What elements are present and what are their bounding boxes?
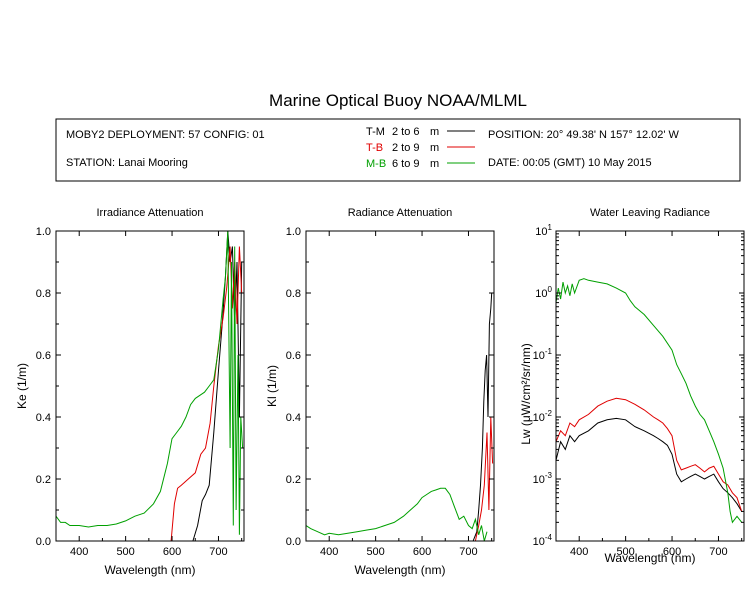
y-axis-label: Ke (1/m) [15, 363, 29, 409]
y-tick-label: 10-4 [533, 533, 553, 548]
y-tick-label: 0.8 [286, 288, 301, 300]
plot-frame [305, 230, 495, 542]
x-tick-label: 600 [163, 546, 181, 558]
y-tick-base: 10 [533, 350, 545, 362]
series-line-m-b [56, 231, 244, 535]
chart-panel: Radiance Attenuation 400 500 600 700 0.0 0.2 0.… [265, 207, 495, 577]
plot-frame [55, 230, 245, 542]
plot-frame [555, 230, 745, 542]
legend-unit: m [430, 158, 439, 170]
figure-title: Marine Optical Buoy NOAA/MLML [269, 91, 527, 110]
x-tick-label: 600 [663, 546, 681, 558]
x-tick-label: 400 [570, 546, 588, 558]
panel-title: Water Leaving Radiance [590, 207, 710, 219]
y-tick-label: 0.6 [286, 350, 301, 362]
panel-title: Radiance Attenuation [348, 207, 453, 219]
x-tick-label: 500 [366, 546, 384, 558]
chart-panel: Irradiance Attenuation 400 500 600 700 0.0 0.2… [15, 207, 245, 577]
deployment-text: MOBY2 DEPLOYMENT: 57 CONFIG: 01 [66, 129, 265, 141]
legend-code: T-M [366, 126, 385, 138]
y-tick-exponent: 0 [548, 285, 553, 294]
y-tick-exponent: -1 [545, 347, 553, 356]
y-tick-label: 10-1 [533, 347, 553, 362]
y-tick-label: 0.4 [286, 412, 301, 424]
date-text: DATE: 00:05 (GMT) 10 May 2015 [488, 157, 652, 169]
series-line-t-b [474, 416, 494, 541]
y-tick-exponent: -4 [545, 533, 553, 542]
legend-range: 2 to 9 [392, 142, 420, 154]
y-tick-label: 0.2 [36, 474, 51, 486]
series-line-t-b [556, 397, 743, 512]
panel-title: Irradiance Attenuation [96, 207, 203, 219]
legend-code: T-B [366, 142, 383, 154]
x-tick-label: 400 [70, 546, 88, 558]
series-line-t-m [556, 417, 743, 512]
info-box [55, 118, 741, 182]
x-tick-label: 500 [616, 546, 634, 558]
y-tick-label: 0.0 [286, 536, 301, 548]
y-tick-label: 10-3 [533, 471, 553, 486]
y-axis-label: Lw (μW/cm²/sr/nm) [519, 343, 533, 445]
y-tick-label: 1.0 [286, 226, 301, 238]
x-axis-label: Wavelength (nm) [605, 551, 696, 565]
series-line-m-b [556, 278, 743, 524]
y-tick-label: 0.6 [36, 350, 51, 362]
y-tick-base: 10 [533, 474, 545, 486]
y-tick-label: 0.4 [36, 412, 51, 424]
y-tick-label: 0.0 [36, 536, 51, 548]
y-tick-label: 1.0 [36, 226, 51, 238]
legend-unit: m [430, 126, 439, 138]
y-tick-label: 101 [535, 223, 552, 238]
y-tick-label: 10-2 [533, 409, 553, 424]
legend: T-M 2 to 6 m T-B 2 to 9 m M-B 6 to 9 m [366, 126, 475, 170]
station-text: STATION: Lanai Mooring [66, 157, 188, 169]
y-tick-exponent: 1 [548, 223, 553, 232]
x-axis-label: Wavelength (nm) [355, 563, 446, 577]
x-tick-label: 700 [209, 546, 227, 558]
y-tick-label: 0.2 [286, 474, 301, 486]
series-line-m-b [306, 487, 488, 541]
position-text: POSITION: 20° 49.38' N 157° 12.02' W [488, 129, 680, 141]
y-tick-base: 10 [535, 226, 547, 238]
legend-range: 6 to 9 [392, 158, 420, 170]
x-axis-label: Wavelength (nm) [105, 563, 196, 577]
legend-unit: m [430, 142, 439, 154]
y-axis-label: Kl (1/m) [265, 365, 279, 407]
x-tick-label: 400 [320, 546, 338, 558]
series-line-t-m [472, 292, 493, 541]
x-tick-label: 700 [709, 546, 727, 558]
y-tick-label: 0.8 [36, 288, 51, 300]
x-tick-label: 700 [459, 546, 477, 558]
y-tick-label: 100 [535, 285, 552, 300]
chart-panels: Irradiance Attenuation 400 500 600 700 0.0 0.2… [15, 207, 745, 577]
y-tick-base: 10 [533, 412, 545, 424]
y-tick-base: 10 [535, 288, 547, 300]
x-tick-label: 600 [413, 546, 431, 558]
y-tick-base: 10 [533, 536, 545, 548]
y-tick-exponent: -2 [545, 409, 553, 418]
y-tick-exponent: -3 [545, 471, 553, 480]
legend-code: M-B [366, 158, 386, 170]
x-tick-label: 500 [116, 546, 134, 558]
legend-range: 2 to 6 [392, 126, 420, 138]
